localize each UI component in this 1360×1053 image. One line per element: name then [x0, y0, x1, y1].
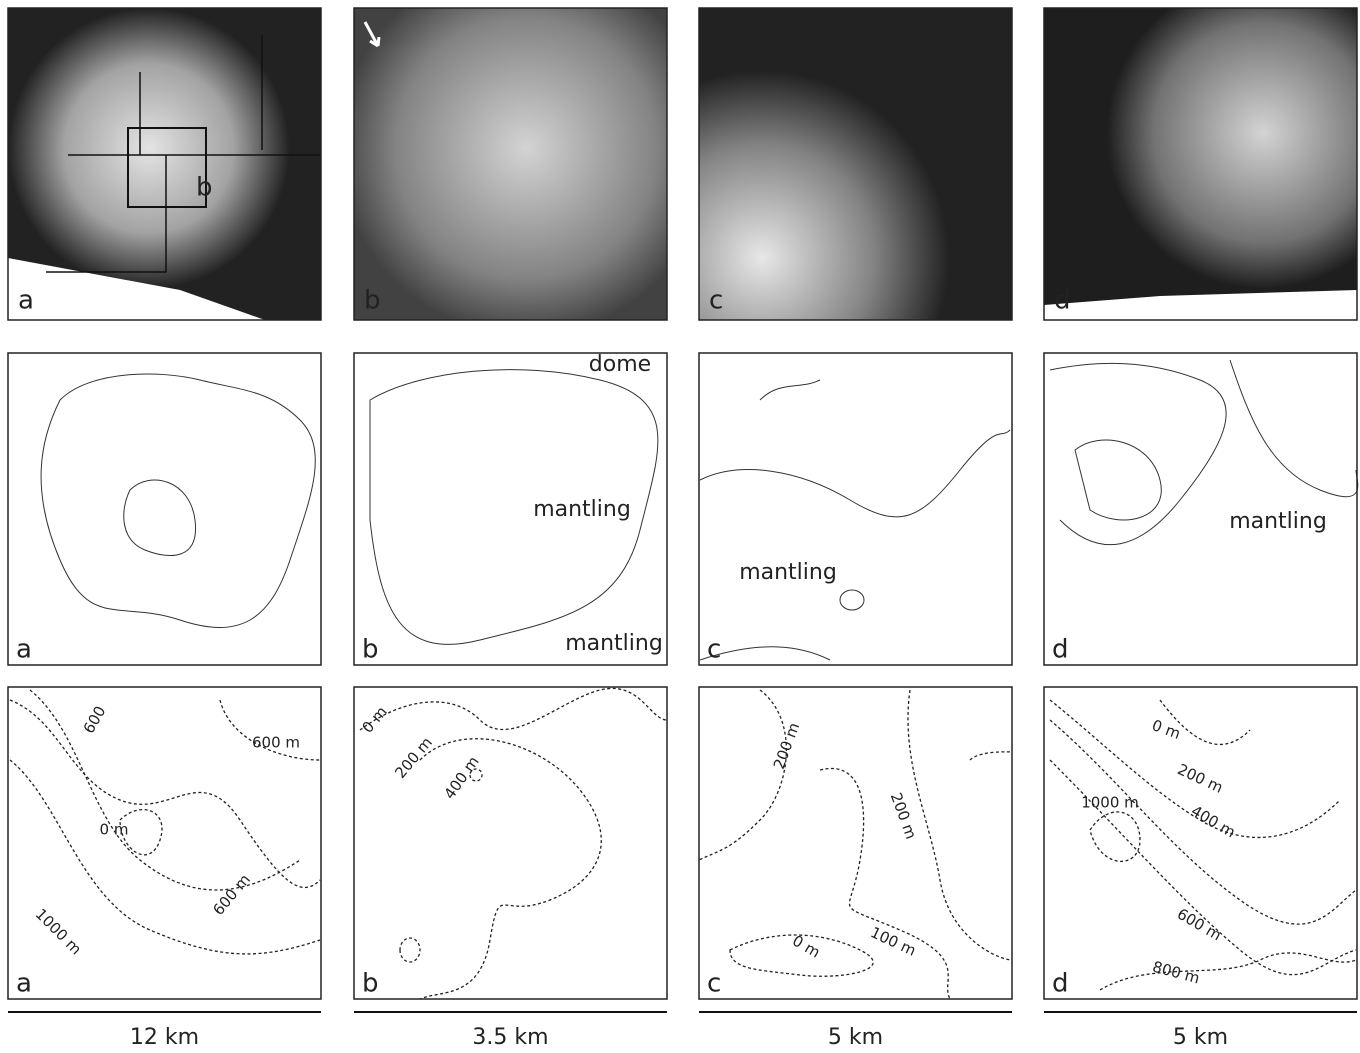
contour-label: 200 m	[770, 720, 803, 771]
contour-label: 200 m	[1175, 760, 1226, 797]
contour-label: 600 m	[252, 734, 300, 752]
map-annotation: dome	[589, 352, 651, 377]
image-annotation: b	[196, 173, 213, 203]
contour-label: 600	[80, 703, 110, 737]
image-brightness	[699, 8, 1012, 320]
contour-label: 0 m	[789, 932, 823, 962]
contour-frame	[699, 687, 1012, 999]
panel-label: a	[16, 969, 32, 999]
contour-line	[820, 768, 950, 999]
contour-label: 600 m	[1174, 905, 1225, 945]
contour-label: 0 m	[358, 703, 390, 737]
contour-frame	[1044, 687, 1357, 999]
map-frame	[8, 353, 321, 665]
panel-label: d	[1054, 286, 1071, 316]
contour-label: 400 m	[440, 753, 482, 803]
scale-bar-label: 5 km	[1173, 1025, 1228, 1050]
contour-line	[360, 688, 667, 730]
contour-frame	[354, 687, 667, 999]
panel-label: c	[707, 635, 721, 665]
contour-label: 1000 m	[32, 905, 85, 958]
contour-line	[908, 690, 1012, 960]
contour-line	[400, 938, 420, 962]
contour-label: 800 m	[1151, 958, 1202, 988]
scale-bar-label: 3.5 km	[472, 1025, 548, 1050]
contour-label: 200 m	[887, 790, 920, 841]
contour-label: 100 m	[868, 923, 919, 960]
geologic-boundary	[700, 380, 1010, 660]
contour-line	[420, 739, 601, 999]
contour-line	[970, 752, 1012, 760]
image-brightness	[354, 8, 667, 320]
map-annotation: mantling	[533, 497, 631, 522]
panel-label: b	[362, 969, 379, 999]
contour-label: 1000 m	[1081, 794, 1139, 812]
map-annotation: mantling	[739, 560, 837, 585]
contour-line	[1050, 760, 1356, 975]
panel-label: c	[707, 969, 721, 999]
scale-bar-label: 5 km	[828, 1025, 883, 1050]
contour-label: 200 m	[391, 734, 436, 782]
contour-line	[1100, 953, 1356, 990]
contour-line	[699, 690, 786, 860]
geologic-boundary	[41, 374, 315, 627]
contour-line	[30, 690, 300, 890]
contour-label: 400 m	[1188, 802, 1239, 842]
panel-label: b	[362, 635, 379, 665]
scale-bar-label: 12 km	[130, 1025, 199, 1050]
contour-label: 0 m	[100, 821, 129, 839]
panel-label: a	[18, 286, 34, 316]
panel-label: a	[16, 635, 32, 665]
panel-label: c	[709, 286, 723, 316]
map-frame	[699, 353, 1012, 665]
panel-label: b	[364, 286, 381, 316]
map-annotation: mantling	[565, 631, 663, 656]
figure: a b a a 600 600 m 0 m 600 m 1000 m 12 km b b dome man…	[0, 0, 1360, 1053]
contour-line	[1090, 812, 1140, 861]
map-annotation: mantling	[1229, 509, 1327, 534]
panel-label: d	[1052, 969, 1069, 999]
contour-label: 0 m	[1149, 716, 1182, 743]
image-brightness	[1044, 8, 1357, 320]
panel-label: d	[1052, 635, 1069, 665]
contour-label: 600 m	[209, 871, 254, 919]
contour-line	[10, 700, 320, 888]
